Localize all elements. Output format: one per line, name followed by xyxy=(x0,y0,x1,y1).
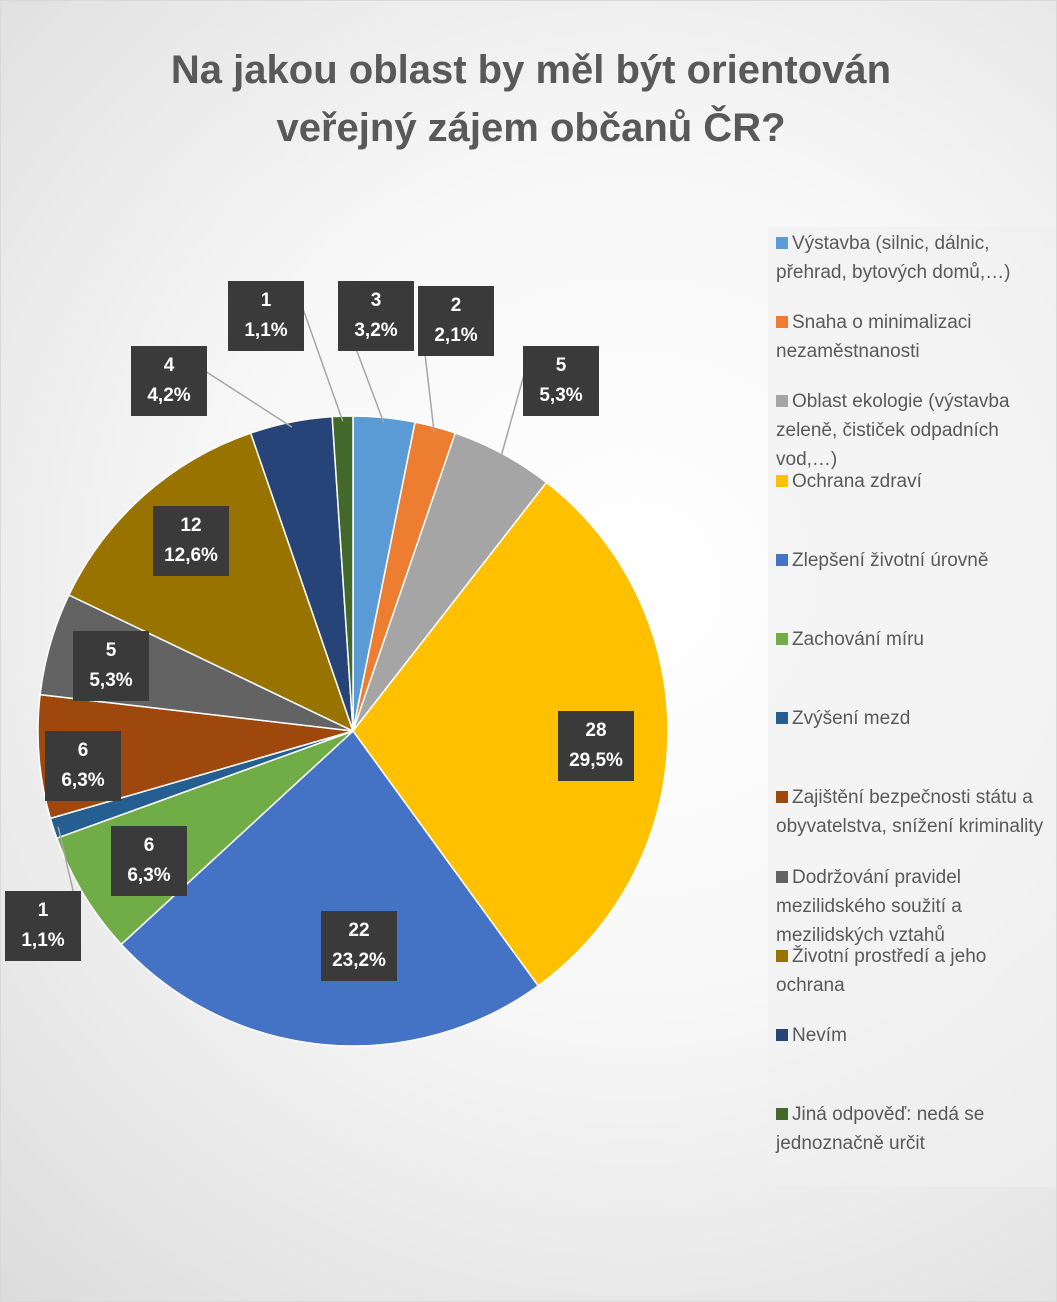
data-label-box xyxy=(73,631,149,701)
leader-line xyxy=(204,370,293,428)
data-label-percent: 2,1% xyxy=(434,325,477,346)
data-label-percent: 1,1% xyxy=(21,930,64,951)
data-label-box xyxy=(523,346,599,416)
pie-slice xyxy=(331,415,354,732)
legend-entry: Zlepšení životní úrovně xyxy=(776,546,1056,575)
data-label-box xyxy=(5,891,81,961)
legend-label: Snaha o minimalizaci nezaměstnanosti xyxy=(776,312,972,363)
legend-label: Zachování míru xyxy=(792,629,924,650)
legend-entry: Oblast ekologie (výstavba zeleně, čistič… xyxy=(776,387,1056,474)
legend-label: Zvýšení mezd xyxy=(792,708,911,730)
legend-entry: Ochrana zdraví xyxy=(776,467,1056,496)
legend-label: Výstavba (silnic, dálnic, přehrad, bytov… xyxy=(776,233,1011,283)
legend-swatch xyxy=(776,949,788,962)
data-label-value: 5 xyxy=(106,640,117,661)
legend-label: Oblast ekologie (výstavba zeleně, čistič… xyxy=(776,391,1010,471)
data-label-box xyxy=(153,506,229,576)
legend-swatch xyxy=(776,474,788,487)
data-label-value: 2 xyxy=(451,295,462,316)
data-label-value: 1 xyxy=(261,290,272,311)
legend-label: Životní prostředí a jeho ochrana xyxy=(776,945,987,996)
data-label-value: 4 xyxy=(164,355,175,376)
data-label-box xyxy=(321,911,397,981)
pie-slice xyxy=(120,729,540,1047)
legend-label: Nevím xyxy=(792,1025,847,1046)
data-label-percent: 23,2% xyxy=(332,950,386,971)
data-label-value: 28 xyxy=(585,720,606,741)
data-label-box xyxy=(111,826,187,896)
legend-entry: Zvýšení mezd xyxy=(776,704,1056,733)
data-label-percent: 5,3% xyxy=(539,385,582,406)
data-label-percent: 1,1% xyxy=(244,320,287,341)
data-label-box xyxy=(418,286,494,356)
legend-entry: Nevím xyxy=(776,1021,1056,1050)
pie-slice xyxy=(352,481,669,987)
data-label-percent: 6,3% xyxy=(61,770,104,791)
legend-swatch xyxy=(776,633,788,645)
data-label-percent: 4,2% xyxy=(147,385,190,406)
data-label-box xyxy=(45,731,121,801)
legend-label: Jiná odpověď: nedá se jednoznačně určit xyxy=(776,1104,985,1155)
data-label-box xyxy=(228,281,304,351)
data-label-percent: 12,6% xyxy=(164,545,218,566)
data-label-percent: 6,3% xyxy=(127,865,170,886)
data-label-value: 22 xyxy=(348,920,369,941)
legend-entry: Snaha o minimalizaci nezaměstnanosti xyxy=(776,308,1056,366)
legend-entry: Životní prostředí a jeho ochrana xyxy=(776,942,1056,1000)
legend-label: Ochrana zdraví xyxy=(792,470,922,492)
legend-swatch xyxy=(776,395,788,408)
legend-swatch xyxy=(776,1029,788,1041)
data-label-value: 6 xyxy=(78,740,89,761)
data-label-value: 3 xyxy=(371,290,382,311)
data-label-box xyxy=(131,346,207,416)
legend-swatch xyxy=(776,553,788,566)
data-label-value: 12 xyxy=(180,515,201,536)
legend-entry: Zajištění bezpečnosti státu a obyvatelst… xyxy=(776,783,1056,841)
data-label-value: 6 xyxy=(144,835,155,856)
legend-entry: Zachování míru xyxy=(776,625,1056,654)
data-label-value: 1 xyxy=(38,900,49,921)
leader-line xyxy=(499,370,526,459)
data-label-value: 5 xyxy=(556,355,567,376)
legend-swatch xyxy=(776,1108,788,1121)
data-label-percent: 3,2% xyxy=(354,320,397,341)
leader-line xyxy=(301,305,344,422)
legend-entry: Dodržování pravidel mezilidského soužití… xyxy=(776,863,1056,950)
legend-swatch xyxy=(776,870,788,883)
legend-swatch xyxy=(776,316,788,329)
legend-label: Zajištění bezpečnosti státu a obyvatelst… xyxy=(776,787,1044,838)
chart-title: Na jakou oblast by měl být orientován ve… xyxy=(170,48,892,150)
legend-swatch xyxy=(776,712,788,725)
pie-slice xyxy=(67,432,355,733)
legend-label: Dodržování pravidel mezilidského soužití… xyxy=(776,866,962,946)
legend-entry: Výstavba (silnic, dálnic, přehrad, bytov… xyxy=(776,229,1056,287)
data-label-box xyxy=(558,711,634,781)
legend-label: Zlepšení životní úrovně xyxy=(792,549,989,571)
data-label-percent: 29,5% xyxy=(569,750,623,771)
data-label-box xyxy=(338,281,414,351)
legend-entry: Jiná odpověď: nedá se jednoznačně určit xyxy=(776,1100,1056,1158)
legend: Výstavba (silnic, dálnic, přehrad, bytov… xyxy=(768,227,1056,1187)
data-label-percent: 5,3% xyxy=(89,670,132,691)
legend-swatch xyxy=(776,237,788,249)
legend-swatch xyxy=(776,791,788,804)
